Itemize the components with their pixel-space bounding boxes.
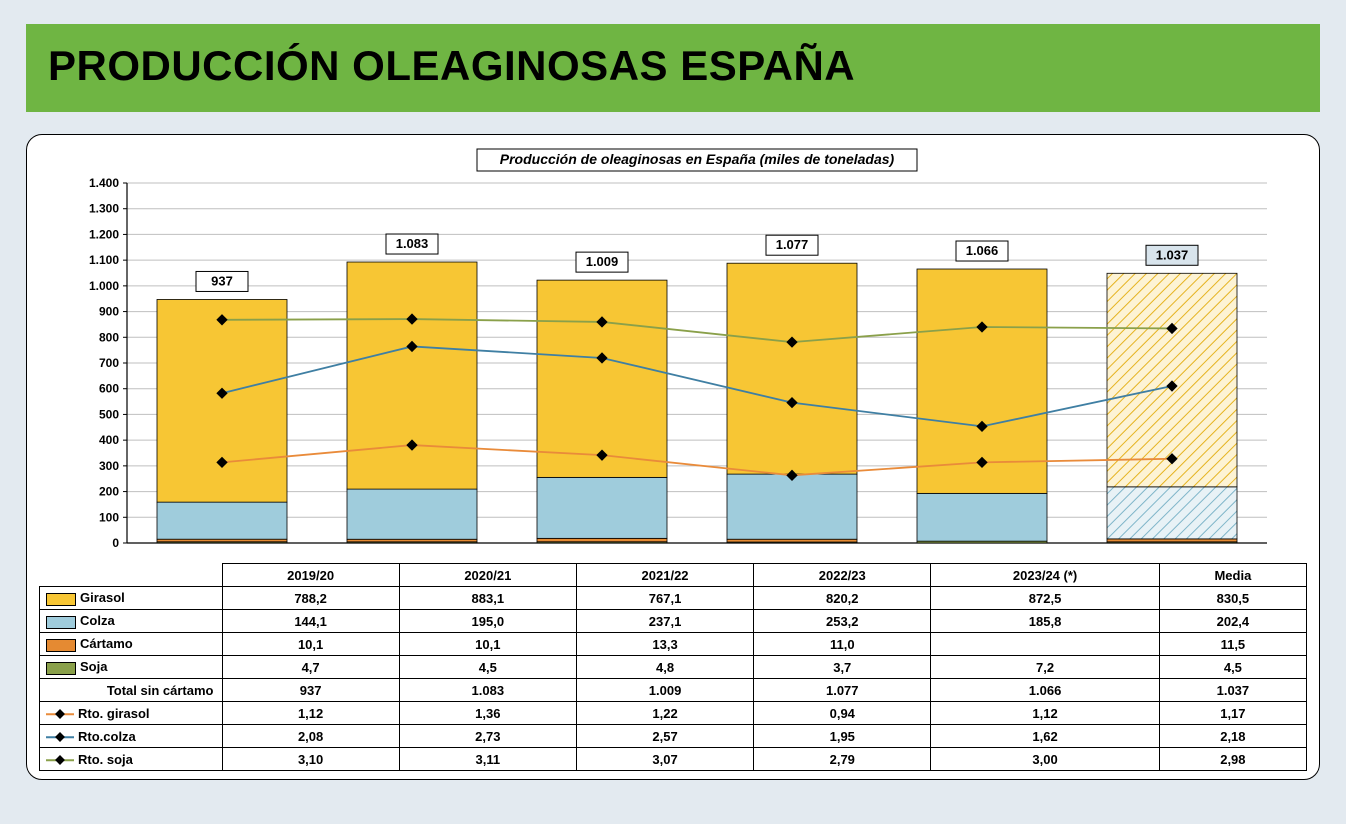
svg-text:0: 0	[112, 536, 119, 550]
svg-text:800: 800	[99, 330, 119, 344]
svg-text:1.009: 1.009	[586, 254, 619, 269]
svg-text:500: 500	[99, 407, 119, 421]
page-title: PRODUCCIÓN OLEAGINOSAS ESPAÑA	[48, 42, 1298, 90]
svg-text:400: 400	[99, 433, 119, 447]
data-table: 2019/202020/212021/222022/232023/24 (*)M…	[39, 563, 1307, 771]
svg-text:1.083: 1.083	[396, 236, 429, 251]
title-bar: PRODUCCIÓN OLEAGINOSAS ESPAÑA	[26, 24, 1320, 112]
svg-text:1.100: 1.100	[89, 253, 119, 267]
svg-text:Producción de oleaginosas en E: Producción de oleaginosas en España (mil…	[500, 151, 895, 167]
svg-text:900: 900	[99, 305, 119, 319]
svg-text:1.300: 1.300	[89, 202, 119, 216]
svg-text:300: 300	[99, 459, 119, 473]
svg-text:700: 700	[99, 356, 119, 370]
stacked-bar-line-chart: Producción de oleaginosas en España (mil…	[39, 147, 1279, 563]
svg-text:1.066: 1.066	[966, 243, 999, 258]
svg-text:1.000: 1.000	[89, 279, 119, 293]
svg-text:100: 100	[99, 510, 119, 524]
svg-text:1.400: 1.400	[89, 176, 119, 190]
svg-text:1.077: 1.077	[776, 237, 809, 252]
page: PRODUCCIÓN OLEAGINOSAS ESPAÑA Producción…	[0, 0, 1346, 824]
chart-panel: Producción de oleaginosas en España (mil…	[26, 134, 1320, 780]
svg-text:937: 937	[211, 273, 233, 288]
svg-text:1.200: 1.200	[89, 227, 119, 241]
svg-text:200: 200	[99, 485, 119, 499]
svg-text:1.037: 1.037	[1156, 247, 1189, 262]
svg-text:600: 600	[99, 382, 119, 396]
